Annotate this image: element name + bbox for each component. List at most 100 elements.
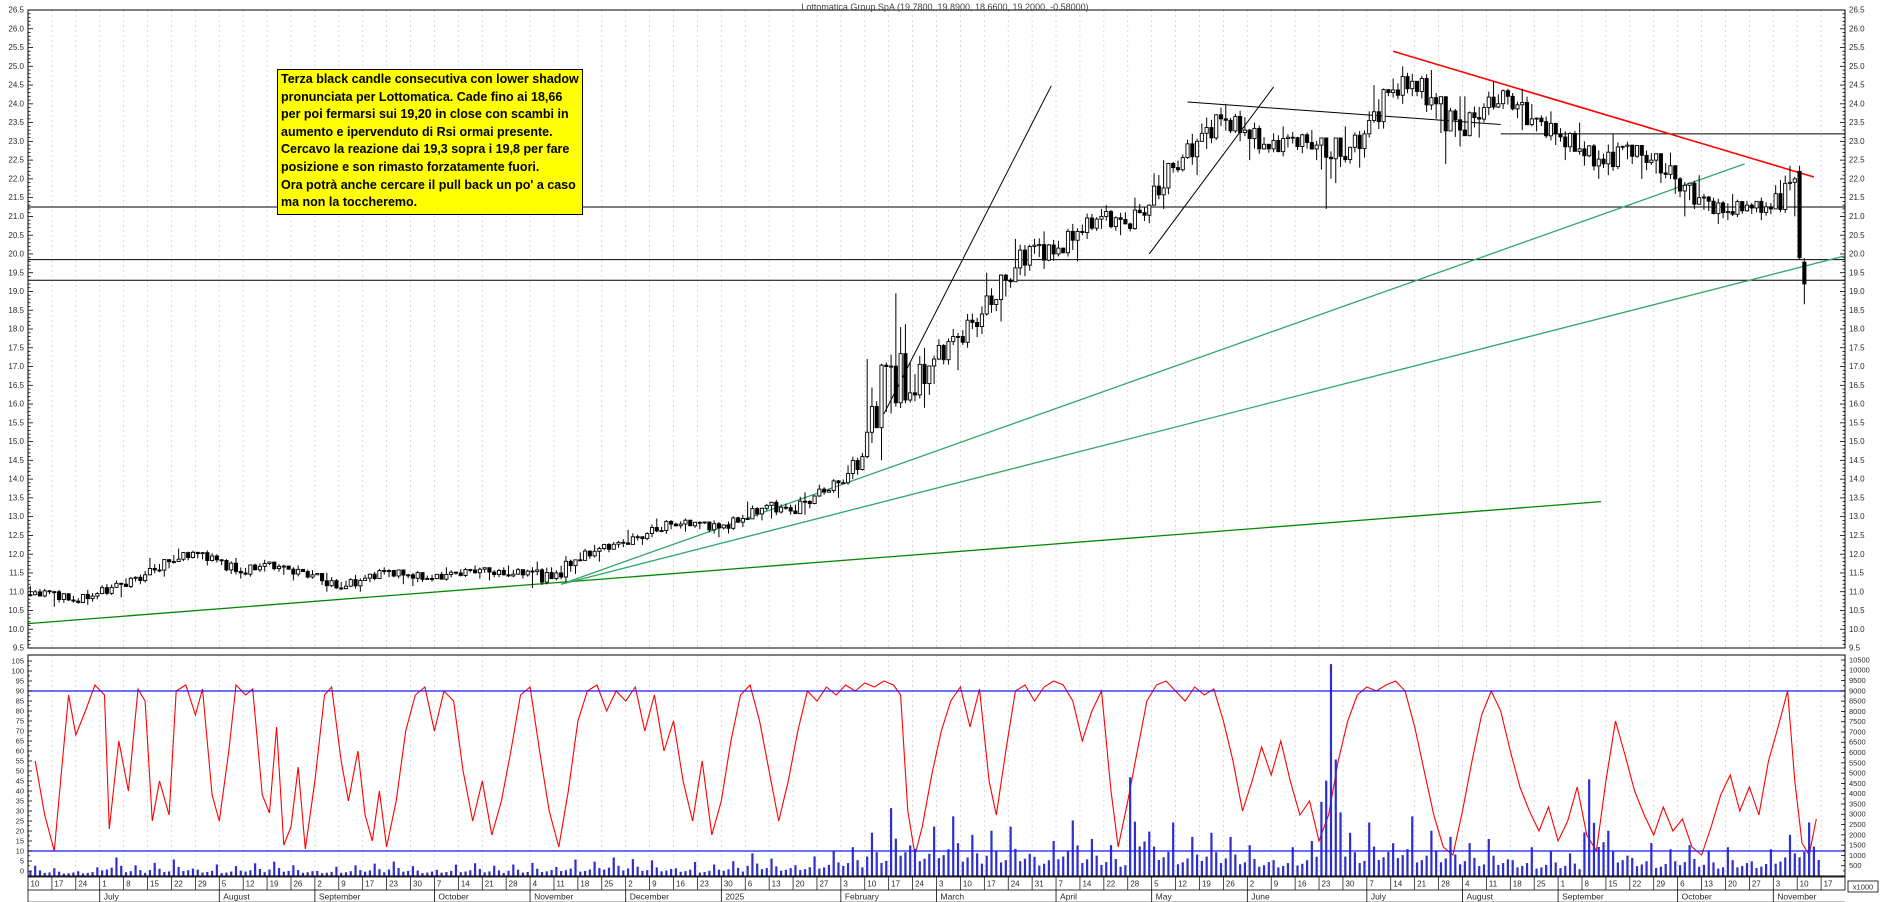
svg-text:95: 95 [16,676,24,685]
svg-text:25.0: 25.0 [8,62,24,71]
svg-text:3: 3 [843,880,848,889]
svg-text:2500: 2500 [1849,820,1866,829]
svg-text:30: 30 [413,880,422,889]
svg-text:30: 30 [16,806,24,815]
svg-text:20: 20 [16,826,24,835]
svg-text:1000: 1000 [1849,851,1866,860]
svg-text:7000: 7000 [1849,727,1866,736]
svg-text:70: 70 [16,726,24,735]
svg-text:18.0: 18.0 [1849,325,1865,334]
svg-text:4000: 4000 [1849,789,1866,798]
svg-text:17: 17 [365,880,374,889]
analysis-note-line: aumento e ipervenduto di Rsi ormai prese… [281,124,553,139]
svg-text:21.5: 21.5 [1849,193,1865,202]
svg-text:15.5: 15.5 [1849,418,1865,427]
svg-text:28: 28 [509,880,518,889]
svg-text:16.0: 16.0 [1849,400,1865,409]
svg-text:16: 16 [1298,880,1307,889]
svg-text:August: August [223,892,250,902]
svg-text:23.5: 23.5 [1849,118,1865,127]
svg-text:90: 90 [16,686,24,695]
svg-text:18.5: 18.5 [8,306,24,315]
svg-text:25: 25 [16,816,24,825]
svg-text:19.5: 19.5 [1849,268,1865,277]
svg-text:8: 8 [1585,880,1590,889]
svg-text:12.0: 12.0 [1849,550,1865,559]
svg-text:22: 22 [1632,880,1641,889]
svg-text:21: 21 [1417,880,1426,889]
svg-text:15.5: 15.5 [8,418,24,427]
svg-text:7500: 7500 [1849,717,1866,726]
svg-text:July: July [1371,892,1387,902]
svg-text:14.5: 14.5 [8,456,24,465]
svg-text:13.5: 13.5 [8,493,24,502]
svg-text:24.0: 24.0 [1849,99,1865,108]
svg-text:26.5: 26.5 [1849,6,1865,15]
svg-text:10: 10 [1800,880,1809,889]
svg-text:19.5: 19.5 [8,268,24,277]
svg-text:8500: 8500 [1849,697,1866,706]
svg-text:24: 24 [1011,880,1020,889]
svg-text:5: 5 [222,880,227,889]
svg-text:17.0: 17.0 [8,362,24,371]
svg-text:2000: 2000 [1849,830,1866,839]
svg-text:25: 25 [604,880,613,889]
svg-text:23.0: 23.0 [8,137,24,146]
svg-text:22.5: 22.5 [1849,156,1865,165]
rsi-axis: 1051009590858075706560555045403530252015… [11,656,32,877]
candles-layer [28,66,1807,607]
svg-text:11: 11 [556,880,565,889]
svg-text:2: 2 [1250,880,1255,889]
svg-text:24: 24 [78,880,87,889]
svg-text:1: 1 [1561,880,1566,889]
svg-text:10.0: 10.0 [1849,625,1865,634]
svg-text:13: 13 [772,880,781,889]
svg-text:12: 12 [1178,880,1187,889]
svg-text:22: 22 [174,880,183,889]
analysis-note-box[interactable]: Terza black candle consecutiva con lower… [277,69,583,215]
svg-text:15: 15 [150,880,159,889]
svg-text:28: 28 [1130,880,1139,889]
svg-text:65: 65 [16,736,24,745]
svg-text:105: 105 [11,656,24,665]
svg-text:26: 26 [1226,880,1235,889]
svg-text:26.5: 26.5 [8,6,24,15]
svg-text:5: 5 [1154,880,1159,889]
svg-text:April: April [1060,892,1077,902]
svg-text:27: 27 [1752,880,1761,889]
svg-text:29: 29 [198,880,207,889]
svg-text:9: 9 [341,880,346,889]
svg-text:12.0: 12.0 [8,550,24,559]
svg-text:14.5: 14.5 [1849,456,1865,465]
svg-text:20.5: 20.5 [8,231,24,240]
analysis-note-line: pronunciata per Lottomatica. Cade fino a… [281,89,563,104]
svg-text:60: 60 [16,746,24,755]
svg-text:6500: 6500 [1849,738,1866,747]
svg-text:12: 12 [246,880,255,889]
svg-text:20: 20 [1728,880,1737,889]
analysis-note-line: ma non la toccheremo. [281,195,418,210]
svg-text:3: 3 [939,880,944,889]
svg-text:12.5: 12.5 [1849,531,1865,540]
svg-text:11: 11 [1489,880,1498,889]
svg-text:13: 13 [1704,880,1713,889]
svg-text:30: 30 [724,880,733,889]
svg-text:10.0: 10.0 [8,625,24,634]
svg-text:7: 7 [1369,880,1374,889]
svg-text:11.5: 11.5 [1849,569,1865,578]
svg-text:24.5: 24.5 [8,81,24,90]
svg-text:85: 85 [16,696,24,705]
svg-text:15: 15 [16,836,24,845]
svg-text:26.0: 26.0 [8,24,24,33]
svg-text:13.5: 13.5 [1849,493,1865,502]
chart-title: Lottomatica Group SpA (19.7800, 19.8900,… [801,2,1089,12]
svg-text:23: 23 [700,880,709,889]
svg-text:24.0: 24.0 [8,99,24,108]
svg-text:3: 3 [1776,880,1781,889]
svg-text:May: May [1156,892,1173,902]
svg-text:20.5: 20.5 [1849,231,1865,240]
svg-text:20.0: 20.0 [1849,250,1865,259]
svg-text:7: 7 [437,880,442,889]
svg-text:2: 2 [628,880,633,889]
svg-text:14: 14 [1082,880,1091,889]
